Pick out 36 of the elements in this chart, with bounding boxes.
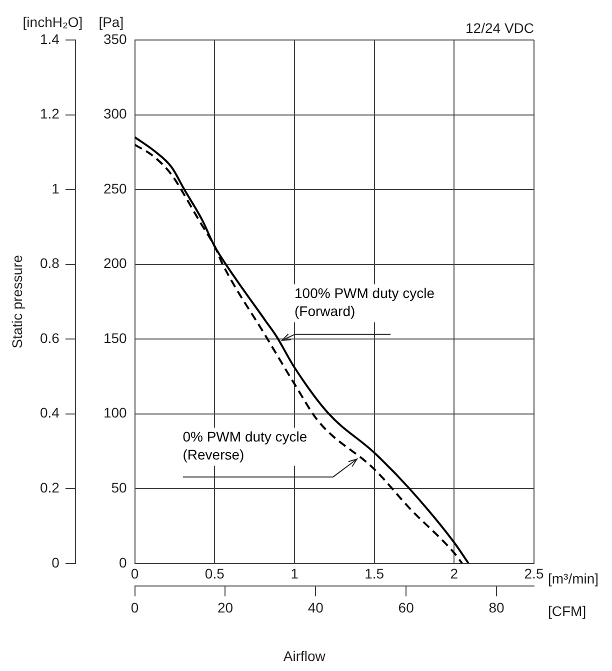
- y2-tick-label: 0.6: [40, 330, 60, 346]
- x-tick-label: 0: [130, 566, 139, 582]
- y-tick-label: 300: [103, 106, 128, 122]
- x2-tick-label: 40: [308, 599, 324, 616]
- x2-tick-label: 80: [488, 599, 504, 616]
- y-tick-label: 250: [103, 180, 128, 196]
- y2-tick-label: 0: [52, 554, 60, 570]
- y-tick-label: 350: [103, 30, 128, 47]
- chart-title: 12/24 VDC: [466, 20, 534, 36]
- y-tick-label: 100: [103, 404, 128, 421]
- y-tick-label: 200: [103, 255, 128, 272]
- series-label: 0% PWM duty cycle (Reverse): [182, 428, 308, 463]
- y2-tick-label: 1: [52, 180, 60, 196]
- y2-tick-label: 0.4: [40, 404, 60, 421]
- x-tick-label: 0.5: [204, 566, 225, 582]
- x-tick-label: 1.5: [364, 566, 384, 582]
- x2-tick-label: 60: [398, 599, 414, 616]
- x2-axis-title: [CFM]: [548, 603, 586, 620]
- y-axis-title: [Pa]: [98, 14, 124, 30]
- series-label: 100% PWM duty cycle (Forward): [294, 285, 435, 320]
- text: Airflow: [283, 648, 326, 664]
- y2-axis-title: [inchH₂O]: [22, 14, 83, 30]
- x-axis-title: [m³/min]: [548, 570, 599, 586]
- y-tick-label: 150: [103, 330, 128, 346]
- y2-tick-label: 1.2: [40, 106, 60, 122]
- x2-tick-label: 0: [130, 599, 139, 616]
- y2-tick-label: 0.8: [40, 255, 60, 272]
- y-tick-label: 0: [119, 554, 128, 570]
- y2-tick-label: 1.4: [40, 30, 60, 47]
- x-tick-label: 1: [290, 566, 299, 582]
- y2-tick-label: 0.2: [40, 479, 60, 496]
- x2-tick-label: 20: [217, 599, 234, 616]
- x-tick-label: 2: [450, 566, 458, 582]
- text: Static pressure: [8, 254, 25, 348]
- x-tick-label: 2.5: [524, 566, 544, 582]
- y-tick-label: 50: [111, 479, 128, 496]
